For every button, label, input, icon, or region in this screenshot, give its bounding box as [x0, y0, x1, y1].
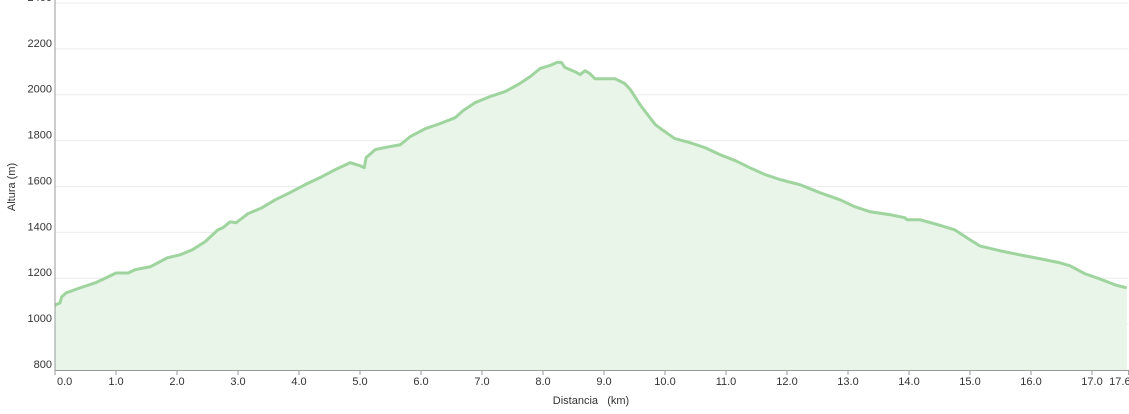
x-tick-label: 12.0: [776, 376, 797, 388]
x-tick-label: 14.0: [898, 376, 919, 388]
x-axis-title: Distancia (km): [553, 395, 629, 407]
x-tick-label: 9.0: [596, 376, 611, 388]
x-tick-label: 15.0: [959, 376, 980, 388]
x-tick-label: 0.0: [57, 376, 72, 388]
x-tick-label: 4.0: [291, 376, 306, 388]
y-tick-label: 1600: [28, 175, 52, 187]
x-tick-label: 11.0: [716, 376, 737, 388]
x-tick-label: 5.0: [352, 376, 367, 388]
x-tick-label: 8.0: [535, 376, 550, 388]
x-tick-label: 17.0: [1081, 376, 1102, 388]
x-tick-label: 10.0: [654, 376, 675, 388]
y-tick-label: 800: [34, 359, 52, 371]
x-tick-label: 1.0: [108, 376, 123, 388]
x-tick-label: 3.0: [230, 376, 245, 388]
x-tick-label: 17.6: [1109, 376, 1129, 388]
y-tick-label: 1800: [28, 130, 52, 142]
area-fill: [55, 62, 1127, 370]
x-tick-label: 13.0: [837, 376, 858, 388]
y-tick-label: 2400: [28, 0, 52, 4]
y-tick-label: 1400: [28, 221, 52, 233]
elevation-line: [54, 60, 1128, 307]
x-tick-label: 6.0: [413, 376, 428, 388]
x-tick-label: 2.0: [169, 376, 184, 388]
x-tick-label: 7.0: [474, 376, 489, 388]
y-axis-title: Altura (m): [6, 163, 18, 211]
y-tick-label: 1200: [28, 267, 52, 279]
x-tick-label: 16.0: [1020, 376, 1041, 388]
y-tick-label: 2000: [28, 84, 52, 96]
y-tick-label: 1000: [28, 313, 52, 325]
y-tick-label: 2200: [28, 38, 52, 50]
